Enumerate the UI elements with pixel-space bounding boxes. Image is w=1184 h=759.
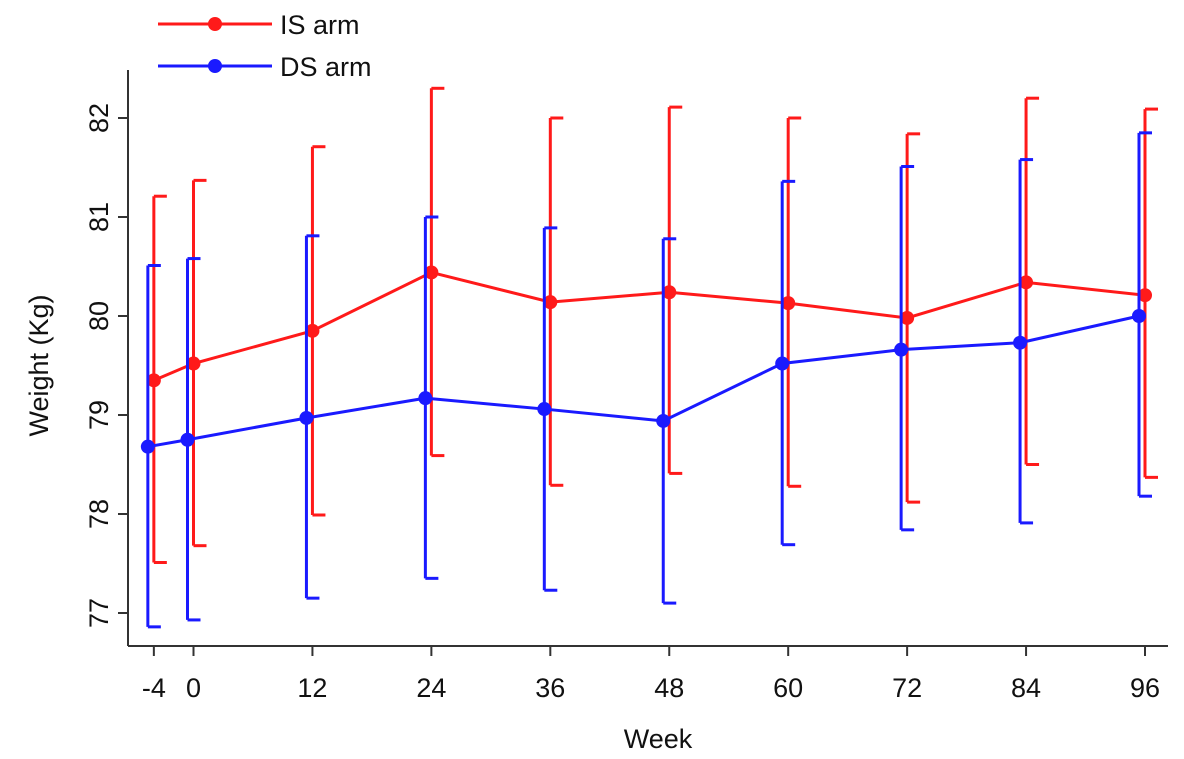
x-tick-label: 24 xyxy=(416,673,446,703)
data-point xyxy=(1013,335,1028,350)
data-point xyxy=(146,373,161,388)
data-point xyxy=(894,342,909,357)
data-point xyxy=(1132,309,1146,323)
y-tick-label: 79 xyxy=(84,400,114,430)
legend-entry: IS arm xyxy=(158,10,360,40)
data-point xyxy=(299,410,314,425)
series-line xyxy=(153,270,1146,382)
x-tick-label: 48 xyxy=(654,673,684,703)
data-point xyxy=(775,356,790,371)
x-tick-label: 72 xyxy=(892,673,922,703)
y-tick-label: 81 xyxy=(84,202,114,232)
data-point xyxy=(1138,288,1152,303)
legend-label: DS arm xyxy=(280,52,372,82)
data-point xyxy=(305,323,320,338)
x-tick-label: 36 xyxy=(535,673,565,703)
series-line xyxy=(147,314,1140,449)
data-point xyxy=(180,432,195,447)
x-tick-label: 84 xyxy=(1011,673,1041,703)
axes: 77 78 79 80 81 82 -4 0 12 24 36 48 60 72 84 96 xyxy=(84,70,1168,703)
x-tick-label: -4 xyxy=(142,673,166,703)
legend-label: IS arm xyxy=(280,10,360,40)
y-tick-label: 80 xyxy=(84,301,114,331)
data-point xyxy=(1019,275,1034,290)
x-tick-label: 12 xyxy=(297,673,327,703)
legend-entry: DS arm xyxy=(158,52,372,82)
legend-marker xyxy=(208,17,222,31)
data-point xyxy=(424,265,439,280)
legend: IS arm DS arm xyxy=(158,10,372,82)
plot-area xyxy=(140,86,1158,629)
x-tick-label: 96 xyxy=(1130,673,1160,703)
y-tick-label: 82 xyxy=(84,103,114,133)
data-point xyxy=(662,285,677,300)
data-point xyxy=(543,295,558,310)
series-ds-arm xyxy=(140,131,1152,629)
data-point xyxy=(140,439,155,454)
x-tick-label: 60 xyxy=(773,673,803,703)
data-point xyxy=(656,413,671,428)
data-point xyxy=(781,296,796,311)
x-axis-label: Week xyxy=(624,724,693,754)
x-tick-label: 0 xyxy=(186,673,201,703)
series-is-arm xyxy=(146,86,1158,565)
y-tick-label: 78 xyxy=(84,499,114,529)
data-point xyxy=(186,356,201,371)
data-point xyxy=(900,310,915,325)
legend-marker xyxy=(208,59,222,73)
y-tick-label: 77 xyxy=(84,598,114,628)
y-axis-label: Weight (Kg) xyxy=(24,294,54,436)
data-point xyxy=(418,391,433,406)
data-point xyxy=(537,402,552,417)
